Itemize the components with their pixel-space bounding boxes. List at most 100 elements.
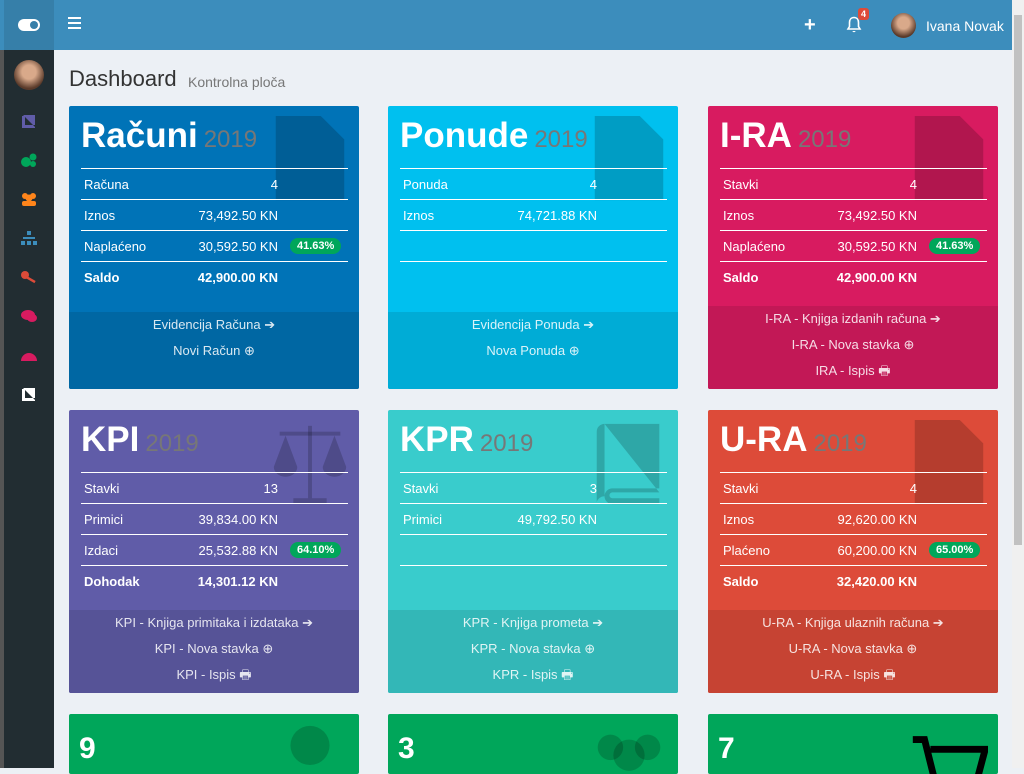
stat-label: Saldo [723, 270, 759, 285]
card-link[interactable]: KPI - Nova stavka ⊕ [154, 641, 274, 656]
stat-row [400, 534, 667, 565]
stat-label: Iznos [723, 208, 755, 223]
stat-row: Dohodak 14,301.12 KN [81, 565, 348, 596]
card-year: 2019 [145, 430, 199, 457]
stat-label: Izdaci [84, 543, 118, 558]
card-link[interactable]: Evidencija Ponuda ➔ [471, 317, 595, 332]
balance-scale-icon [273, 425, 347, 504]
card-link[interactable]: KPR - Ispis 🖶 [492, 667, 574, 682]
card-link[interactable]: Nova Ponuda ⊕ [486, 343, 580, 358]
dashboard-icon[interactable] [21, 348, 37, 362]
stat-value: 42,900.00 KN [197, 270, 278, 285]
card-ponude: Ponude 2019 Ponuda 4 Iznos 74,721.88 KN Eviden… [388, 106, 678, 389]
card-link[interactable]: U-RA - Nova stavka ⊕ [788, 641, 918, 656]
card-title: Ponude 2019 [400, 116, 588, 156]
card-title: KPR 2019 [400, 420, 533, 460]
add-icon[interactable]: + [804, 14, 816, 36]
window-edge [0, 0, 4, 768]
cogs-icon[interactable] [21, 153, 37, 167]
stat-row: Stavki 13 [81, 472, 348, 503]
card-link[interactable]: KPR - Nova stavka ⊕ [470, 641, 596, 656]
page-subtitle: Kontrolna ploča [188, 74, 286, 90]
book-icon [596, 423, 660, 505]
book-icon[interactable] [21, 114, 37, 128]
sidebar-avatar[interactable] [14, 60, 44, 90]
stat-value: 30,592.50 KN [198, 239, 278, 254]
card-i-ra: I-RA 2019 Stavki 4 Iznos 73,492.50 KN Naplaćen… [708, 106, 998, 389]
stat-label: Računa [84, 177, 129, 192]
menu-toggle-icon[interactable] [68, 17, 81, 29]
stat-row: Saldo 42,900.00 KN [81, 261, 348, 292]
book-icon[interactable] [21, 387, 37, 401]
divider [400, 565, 667, 596]
user-name[interactable]: Ivana Novak [926, 18, 1004, 34]
percent-badge: 65.00% [929, 542, 981, 558]
card-link[interactable]: I-RA - Knjiga izdanih računa ➔ [765, 311, 941, 326]
user-avatar[interactable] [891, 13, 916, 38]
card-link[interactable]: IRA - Ispis 🖶 [815, 363, 891, 378]
file-icon [914, 419, 984, 505]
stat-row: Ponuda 4 [400, 168, 667, 199]
summary-card: 3 [388, 714, 678, 774]
toggle-icon [18, 19, 40, 31]
file-icon [275, 115, 345, 201]
card-year: 2019 [797, 126, 852, 153]
stat-row: Stavki 3 [400, 472, 667, 503]
stat-label: Stavki [723, 177, 759, 192]
comments-icon[interactable] [21, 309, 37, 323]
stat-row: Naplaćeno 30,592.50 KN 41.63% [720, 230, 987, 261]
stat-row: Iznos 73,492.50 KN [720, 199, 987, 230]
users-icon[interactable] [21, 192, 37, 206]
bell-icon[interactable] [846, 16, 862, 34]
card-year: 2019 [813, 430, 867, 457]
card-footer: KPR - Knjiga prometa ➔ KPR - Nova stavka … [388, 610, 678, 693]
stat-label: Dohodak [84, 574, 140, 589]
card-footer: U-RA - Knjiga ulaznih računa ➔ U-RA - Nov… [708, 610, 998, 693]
stat-label: Stavki [403, 481, 439, 496]
file-icon [914, 115, 984, 201]
card-link[interactable]: U-RA - Ispis 🖶 [810, 667, 896, 682]
stat-label: Stavki [84, 481, 120, 496]
scrollbar[interactable] [1012, 0, 1024, 768]
stat-label: Stavki [723, 481, 759, 496]
stat-value: 73,492.50 KN [198, 208, 278, 223]
stat-label: Iznos [403, 208, 435, 223]
stat-value: 13 [263, 481, 278, 496]
top-navbar: + 4 Ivana Novak [0, 0, 1012, 50]
card-link[interactable]: KPR - Knjiga prometa ➔ [462, 615, 604, 630]
key-icon[interactable] [21, 270, 37, 284]
card-year: 2019 [479, 430, 534, 457]
stat-value: 3 [589, 481, 597, 496]
stat-label: Plaćeno [723, 543, 770, 558]
stat-value: 92,620.00 KN [837, 512, 917, 527]
card-footer: Evidencija Ponuda ➔ Nova Ponuda ⊕ [388, 312, 678, 389]
card-link[interactable]: KPI - Knjiga primitaka i izdataka ➔ [114, 615, 314, 630]
sitemap-icon[interactable] [21, 231, 37, 245]
card-title: U-RA 2019 [720, 420, 867, 460]
card-link[interactable]: Evidencija Računa ➔ [152, 317, 276, 332]
users-icon [597, 734, 661, 771]
stat-row: Iznos 92,620.00 KN [720, 503, 987, 534]
card-kpr: KPR 2019 Stavki 3 Primici 49,792.50 KN KPR - K… [388, 410, 678, 693]
stat-value: 30,592.50 KN [837, 239, 917, 254]
stat-value: 4 [909, 481, 917, 496]
stat-row: Saldo 42,900.00 KN [720, 261, 987, 292]
stat-value: 25,532.88 KN [198, 543, 278, 558]
divider [400, 261, 667, 292]
card-link[interactable]: U-RA - Knjiga ulaznih računa ➔ [762, 615, 944, 630]
percent-badge: 41.63% [290, 238, 342, 254]
stat-label: Saldo [84, 270, 120, 285]
card-link[interactable]: I-RA - Nova stavka ⊕ [791, 337, 915, 352]
card-title-text: Ponude [400, 116, 529, 155]
scrollbar-thumb[interactable] [1014, 15, 1022, 545]
stat-value: 73,492.50 KN [837, 208, 917, 223]
logo[interactable] [4, 0, 54, 50]
stat-label: Iznos [84, 208, 116, 223]
card-title-text: I-RA [720, 116, 792, 155]
card-link[interactable]: Novi Račun ⊕ [173, 343, 255, 358]
card-title: I-RA 2019 [720, 116, 851, 156]
page-title: Dashboard [69, 66, 177, 91]
stat-row: Izdaci 25,532.88 KN 64.10% [81, 534, 348, 565]
card-link[interactable]: KPI - Ispis 🖶 [176, 667, 252, 682]
summary-card: 7 [708, 714, 998, 774]
